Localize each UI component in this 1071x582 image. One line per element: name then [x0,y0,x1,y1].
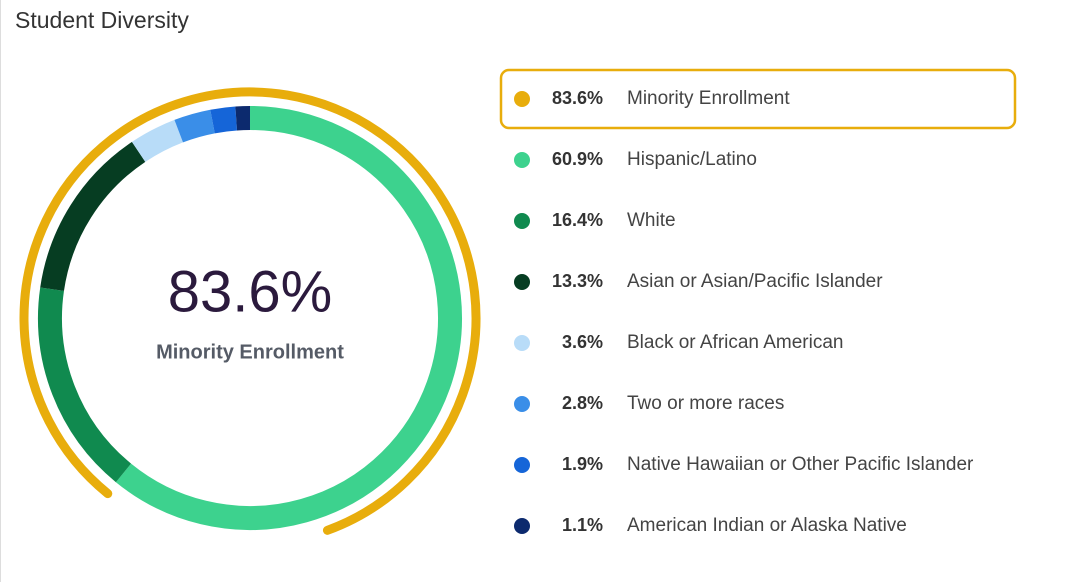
legend-value: 2.8% [562,393,603,413]
legend-value: 1.1% [562,515,603,535]
legend-dot [514,518,530,534]
highlight-box [499,68,1017,130]
legend-dot [514,396,530,412]
legend-dot [514,213,530,229]
donut-segment [210,106,238,134]
legend-dot [514,91,530,107]
donut-segment [115,106,462,530]
legend-dot [514,457,530,473]
legend-label: White [627,210,676,231]
center-value: 83.6% [168,259,332,324]
donut-segment [131,119,184,163]
chart-title: Student Diversity [15,7,189,33]
legend-label: Black or African American [627,332,843,353]
legend-dot [514,274,530,290]
donut-segment [174,109,215,143]
donut-segment [40,141,146,292]
legend-dot [514,152,530,168]
legend-label: Native Hawaiian or Other Pacific Islande… [627,454,974,475]
legend-value: 13.3% [552,271,603,291]
donut-segment [38,287,132,483]
legend-value: 3.6% [562,332,603,352]
legend-label: Minority Enrollment [627,88,790,109]
legend-label: American Indian or Alaska Native [627,515,907,536]
legend-value: 1.9% [562,454,603,474]
legend-label: Two or more races [627,393,784,414]
legend-label: Hispanic/Latino [627,149,757,170]
legend-value: 60.9% [552,149,603,169]
legend-value: 16.4% [552,210,603,230]
legend-dot [514,335,530,351]
legend-value: 83.6% [552,88,603,108]
legend-label: Asian or Asian/Pacific Islander [627,271,883,292]
highlight-arc [19,87,481,535]
center-label: Minority Enrollment [156,341,344,363]
